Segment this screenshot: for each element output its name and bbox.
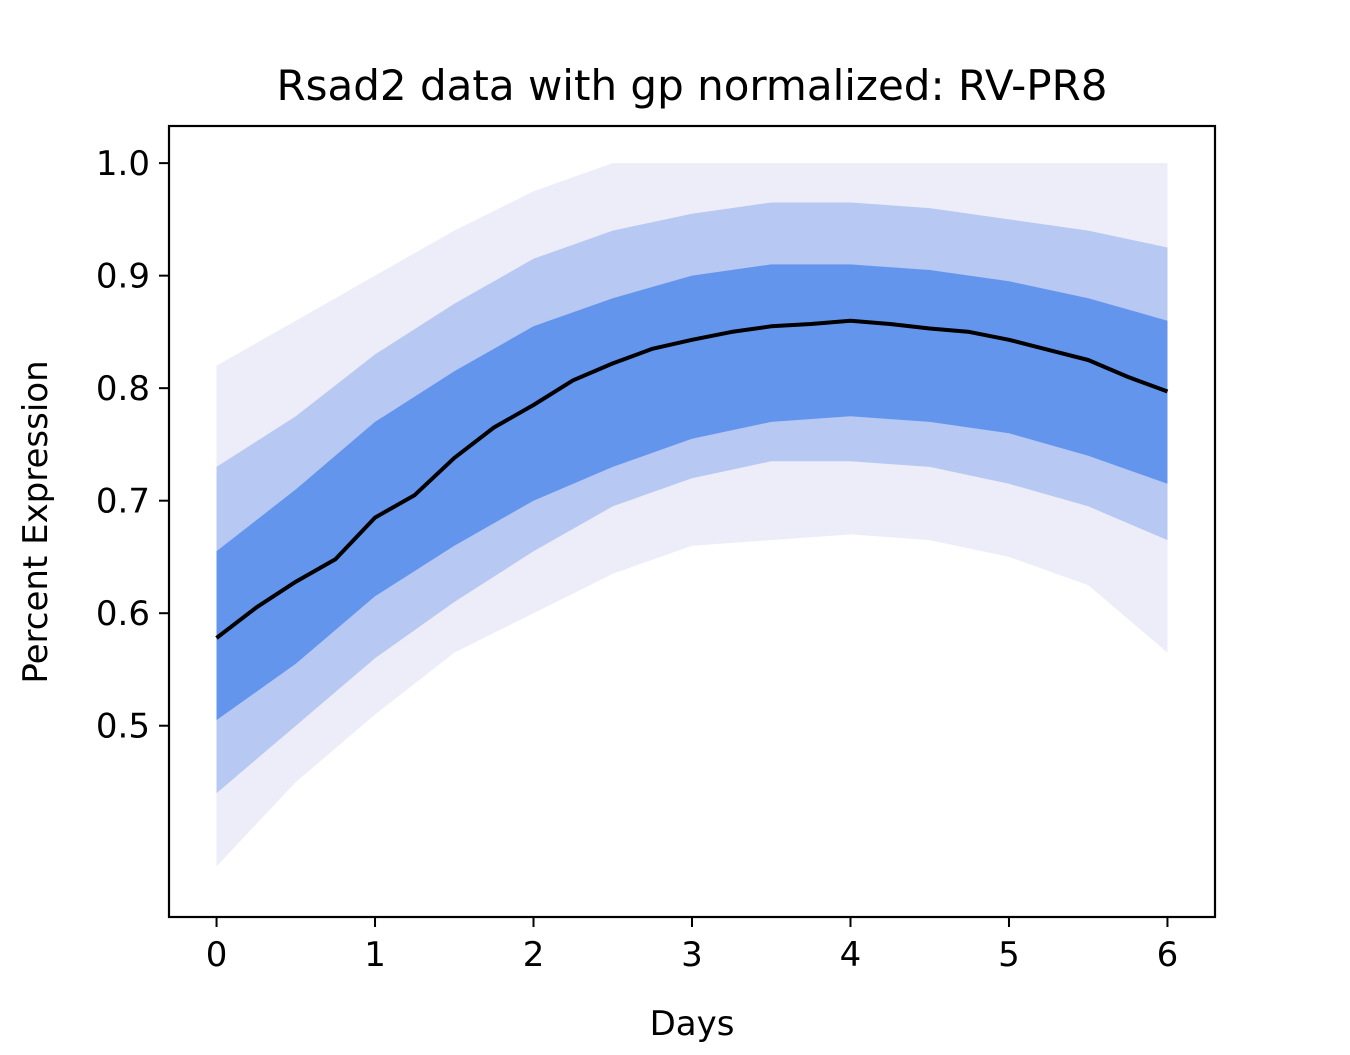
y-tick-label: 0.9 (96, 257, 150, 297)
x-tick-label: 6 (1157, 935, 1179, 975)
core-sample-band (216, 264, 1168, 721)
y-axis-label: Percent Expression (16, 360, 56, 683)
x-axis-label: Days (650, 1004, 735, 1044)
mean-expression-line (215, 318, 1169, 640)
y-tick-label: 0.5 (96, 707, 150, 747)
x-tick-label: 2 (523, 935, 545, 975)
x-tick-label: 4 (840, 935, 862, 975)
axis-ticks: 0 1 2 3 4 5 6 0.5 0.6 0.7 0.8 0.9 1.0 (96, 144, 1178, 975)
y-tick-label: 0.6 (96, 594, 150, 634)
y-tick-label: 0.7 (96, 482, 150, 522)
x-tick-label: 1 (364, 935, 386, 975)
x-tick-label: 5 (998, 935, 1020, 975)
y-tick-label: 0.8 (96, 369, 150, 409)
chart-title: Rsad2 data with gp normalized: RV-PR8 (276, 61, 1107, 110)
x-tick-label: 0 (206, 935, 228, 975)
x-tick-label: 3 (681, 935, 703, 975)
plot-area (215, 163, 1169, 867)
y-tick-label: 1.0 (96, 144, 150, 184)
